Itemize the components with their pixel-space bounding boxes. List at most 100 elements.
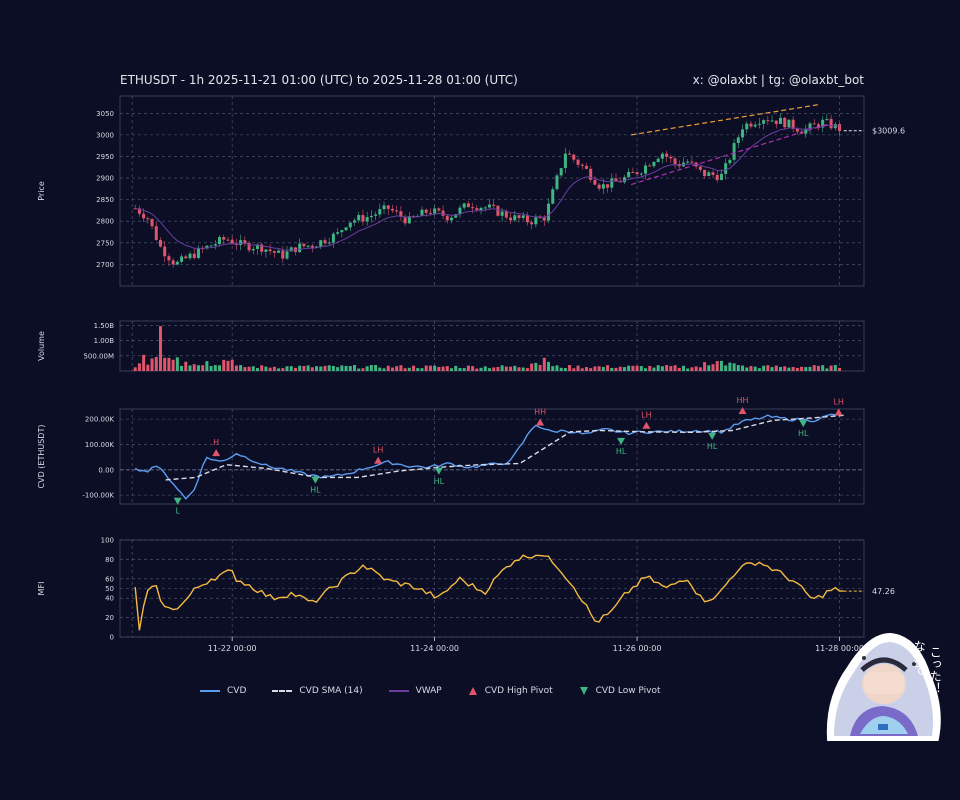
price-vwap-line — [135, 124, 840, 251]
price-candle — [787, 119, 791, 128]
price-candle — [631, 171, 635, 173]
volume-bar — [146, 364, 150, 371]
cvd-ytick-label: 0.00 — [98, 466, 114, 474]
price-candle — [610, 178, 614, 188]
price-candle — [344, 227, 348, 231]
volume-bar — [513, 365, 517, 371]
legend-item-cvd: CVD — [200, 686, 246, 696]
volume-bar — [348, 366, 352, 371]
price-candle — [150, 218, 154, 227]
volume-bar — [340, 365, 344, 371]
volume-bar — [584, 367, 588, 371]
price-candle — [833, 124, 837, 129]
legend-label-cvd: CVD — [227, 686, 247, 696]
price-candle — [264, 249, 268, 252]
volume-bar — [677, 367, 681, 371]
volume-bar — [353, 365, 357, 371]
price-candle — [378, 209, 382, 215]
volume-ytick-label: 1.00B — [94, 337, 115, 345]
price-candle — [715, 174, 719, 180]
volume-bar — [428, 365, 432, 371]
price-candle — [547, 203, 551, 221]
volume-bar — [547, 361, 551, 371]
mfi-ytick-label: 40 — [105, 595, 114, 603]
cvd-high-pivot-label: HH — [534, 407, 546, 416]
legend-label-vwap: VWAP — [415, 686, 442, 696]
price-last-label: $3009.6 — [872, 127, 905, 136]
price-candle — [660, 153, 664, 159]
volume-bar — [424, 365, 428, 371]
price-candle — [196, 248, 200, 258]
mfi-xtick-label: 11-28 00:00 — [815, 644, 864, 653]
price-candle — [538, 217, 542, 219]
volume-bar — [804, 367, 808, 371]
price-candle — [745, 123, 749, 130]
price-candle — [665, 153, 669, 157]
volume-bar — [724, 365, 728, 371]
price-candle — [315, 246, 319, 248]
volume-bar — [154, 356, 158, 371]
volume-bar — [450, 368, 454, 371]
volume-bar — [496, 367, 500, 371]
mfi-ytick-label: 60 — [105, 575, 114, 583]
cvd-low-pivot-label: HL — [798, 429, 809, 438]
price-candle — [572, 154, 576, 160]
price-candle — [555, 175, 559, 190]
price-candle — [808, 123, 812, 129]
panel-frame-cvd — [119, 408, 865, 505]
volume-bar — [171, 359, 175, 371]
volume-bar — [652, 367, 656, 371]
price-candle — [597, 184, 601, 189]
volume-bar — [610, 367, 614, 371]
price-candle — [403, 216, 407, 224]
volume-bar — [606, 365, 610, 371]
cvd-ytick-label: 100.00K — [85, 441, 114, 449]
volume-bar — [137, 363, 141, 371]
price-candle — [703, 169, 707, 177]
panel-frame-vol — [119, 320, 865, 372]
mfi-line — [134, 554, 844, 631]
price-ytick-label: 2700 — [96, 261, 114, 269]
volume-bar — [268, 367, 272, 371]
volume-bar — [437, 366, 441, 371]
price-candle — [424, 209, 428, 213]
volume-bar — [188, 365, 192, 371]
price-candle — [475, 208, 479, 211]
volume-bar — [521, 367, 525, 371]
volume-bar — [551, 366, 555, 371]
price-candle — [816, 124, 820, 128]
mfi-axis-label: MFI — [37, 582, 46, 596]
volume-bar — [707, 365, 711, 371]
price-ytick-label: 2900 — [96, 175, 114, 183]
volume-bar — [559, 367, 563, 371]
volume-bar — [234, 365, 238, 371]
sticker-caption-2: なんて — [912, 640, 927, 676]
cvd-high-pivot-marker — [374, 456, 383, 464]
price-candle — [753, 124, 757, 127]
volume-bar — [542, 357, 546, 371]
volume-bar — [483, 366, 487, 371]
price-candle — [492, 204, 496, 206]
mfi-ytick-label: 100 — [101, 537, 114, 545]
volume-bar — [361, 368, 365, 371]
cvd-low-pivot-label: HL — [616, 447, 627, 456]
price-candle — [487, 204, 491, 208]
volume-bar — [681, 365, 685, 371]
price-candle — [698, 166, 702, 170]
volume-bar — [281, 368, 285, 371]
volume-bar — [795, 367, 799, 371]
price-candle — [226, 239, 230, 241]
price-candle — [247, 242, 251, 251]
price-candle — [593, 179, 597, 185]
price-candle — [614, 178, 618, 182]
price-candle — [749, 123, 753, 127]
price-candle — [521, 215, 525, 219]
price-candle — [302, 243, 306, 247]
volume-bar — [407, 367, 411, 371]
volume-bar — [572, 368, 576, 371]
mfi-xtick-label: 11-24 00:00 — [410, 644, 459, 653]
chart-legend: CVD CVD SMA (14) VWAP CVD High Pivot CVD… — [200, 686, 661, 696]
volume-bar — [298, 365, 302, 371]
low-pivot-marker-icon — [579, 687, 588, 695]
